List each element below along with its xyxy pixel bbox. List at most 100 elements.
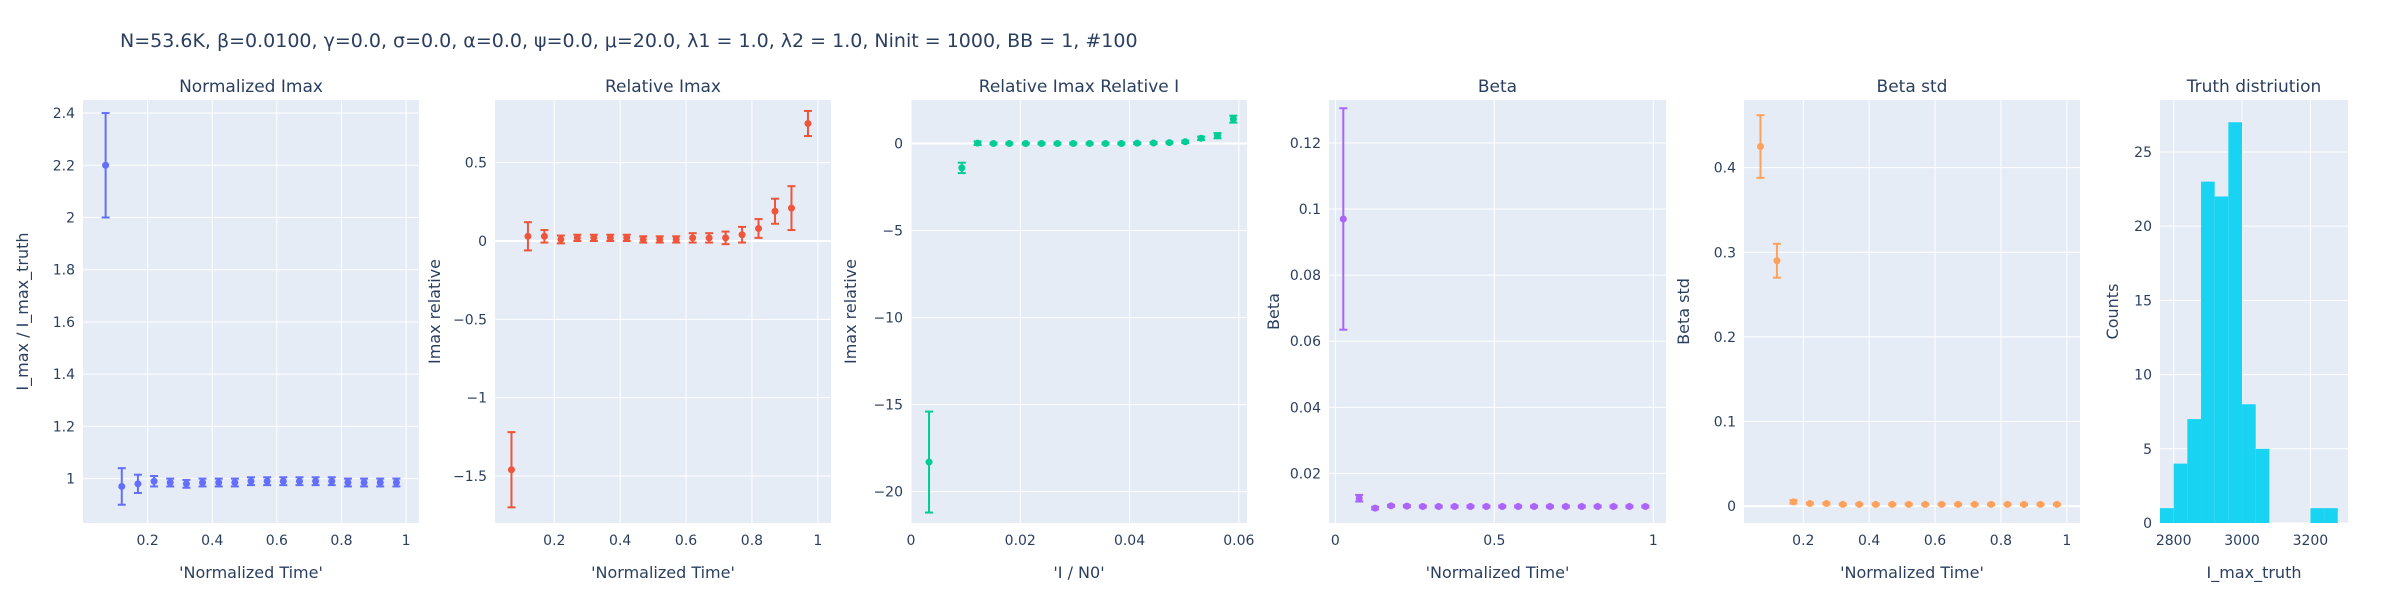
chart-4-data-point[interactable] [1610,502,1618,510]
chart-2-data-point[interactable] [507,466,515,474]
chart-1-plot-area[interactable] [83,100,419,523]
chart-6-hist-bar[interactable] [2214,196,2229,523]
chart-4-data-point[interactable] [1546,502,1554,510]
chart-5-data-point[interactable] [2020,500,2028,508]
chart-6-hist-bar[interactable] [2310,508,2325,523]
chart-5-data-point[interactable] [1855,500,1863,508]
chart-6-hist-bar[interactable] [2324,508,2338,523]
chart-2-data-point[interactable] [573,234,581,242]
chart-1-data-point[interactable] [312,477,320,485]
chart-3-data-point[interactable] [1117,140,1125,148]
chart-5-data-point[interactable] [1954,500,1962,508]
chart-5-data-point[interactable] [2053,500,2061,508]
chart-5-data-point[interactable] [1756,143,1764,151]
chart-4-data-point[interactable] [1419,502,1427,510]
chart-4-data-point[interactable] [1403,502,1411,510]
chart-5-plot-area[interactable] [1744,100,2080,523]
chart-1-data-point[interactable] [295,477,303,485]
chart-6-hist-bar[interactable] [2242,404,2256,523]
chart-3-data-point[interactable] [1005,140,1013,148]
chart-5-data-point[interactable] [1971,500,1979,508]
chart-1-data-point[interactable] [215,479,223,487]
chart-4-data-point[interactable] [1594,502,1602,510]
chart-1-data-point[interactable] [392,479,400,487]
chart-2-data-point[interactable] [623,234,631,242]
chart-6-hist-bar[interactable] [2187,419,2202,523]
chart-6-hist-bar[interactable] [2173,463,2188,523]
chart-5-data-point[interactable] [1888,500,1896,508]
chart-3-data-point[interactable] [1053,140,1061,148]
chart-3-data-point[interactable] [1101,140,1109,148]
chart-1-data-point[interactable] [102,161,110,169]
chart-4-data-point[interactable] [1578,502,1586,510]
chart-2-data-point[interactable] [738,231,746,239]
chart-2-plot-area[interactable] [495,100,831,523]
chart-1-data-point[interactable] [263,477,271,485]
chart-3-data-point[interactable] [974,139,982,147]
chart-2-data-point[interactable] [656,235,664,243]
chart-2-data-point[interactable] [804,120,812,127]
chart-4-data-point[interactable] [1451,502,1459,510]
chart-5-data-point[interactable] [2036,500,2044,508]
chart-2-data-point[interactable] [672,235,680,243]
chart-5-data-point[interactable] [1872,500,1880,508]
chart-6-hist-bar[interactable] [2201,181,2215,523]
chart-1-data-point[interactable] [344,479,352,487]
chart-4-data-point[interactable] [1466,502,1474,510]
chart-2-data-point[interactable] [771,207,779,215]
chart-5-data-point[interactable] [1839,500,1847,508]
chart-5-data-point[interactable] [1921,500,1929,508]
chart-3-data-point[interactable] [1133,139,1141,147]
chart-1-data-point[interactable] [279,477,287,485]
chart-2-data-point[interactable] [755,224,763,232]
chart-1-data-point[interactable] [360,479,368,487]
chart-5-data-point[interactable] [1905,500,1913,508]
chart-4-data-point[interactable] [1514,502,1522,510]
chart-1-data-point[interactable] [247,477,255,485]
chart-1-data-point[interactable] [118,482,126,490]
chart-4-data-point[interactable] [1482,502,1490,510]
chart-1-data-point[interactable] [328,477,336,485]
chart-1-data-point[interactable] [231,479,239,487]
chart-4-data-point[interactable] [1387,502,1395,510]
chart-1-data-point[interactable] [134,480,142,488]
chart-3-data-point[interactable] [925,458,933,466]
chart-4-data-point[interactable] [1625,502,1633,510]
chart-3-data-point[interactable] [1165,139,1173,147]
chart-4-data-point[interactable] [1498,502,1506,510]
chart-5-data-point[interactable] [1773,257,1781,265]
chart-2-data-point[interactable] [540,232,548,240]
chart-2-data-point[interactable] [557,235,565,243]
chart-3-data-point[interactable] [989,140,997,148]
chart-1-data-point[interactable] [376,479,384,487]
chart-3-data-point[interactable] [1181,138,1189,146]
chart-2-data-point[interactable] [787,204,795,212]
chart-4-data-point[interactable] [1530,502,1538,510]
chart-3-data-point[interactable] [1086,140,1094,148]
chart-5-data-point[interactable] [1822,500,1830,508]
chart-3-data-point[interactable] [1150,139,1158,147]
chart-5-data-point[interactable] [1987,500,1995,508]
chart-3-data-point[interactable] [1197,134,1205,142]
chart-5-data-point[interactable] [2004,500,2012,508]
chart-1-data-point[interactable] [199,479,207,487]
chart-3-data-point[interactable] [958,164,966,172]
chart-2-data-point[interactable] [722,234,730,242]
chart-3-data-point[interactable] [1069,140,1077,148]
chart-6-hist-bar[interactable] [2255,448,2270,523]
chart-5-data-point[interactable] [1938,500,1946,508]
chart-4-data-point[interactable] [1641,502,1649,510]
chart-1-data-point[interactable] [182,480,190,488]
chart-3-data-point[interactable] [1229,115,1237,123]
chart-2-data-point[interactable] [524,232,532,240]
chart-4-data-point[interactable] [1562,502,1570,510]
chart-3-plot-area[interactable] [911,100,1247,523]
chart-2-data-point[interactable] [705,234,713,242]
chart-4-data-point[interactable] [1339,215,1347,223]
chart-4-plot-area[interactable] [1329,100,1666,523]
chart-4-data-point[interactable] [1355,494,1363,502]
chart-5-data-point[interactable] [1806,500,1814,508]
chart-4-data-point[interactable] [1435,502,1443,510]
chart-1-data-point[interactable] [166,479,174,487]
chart-5-data-point[interactable] [1789,498,1797,506]
